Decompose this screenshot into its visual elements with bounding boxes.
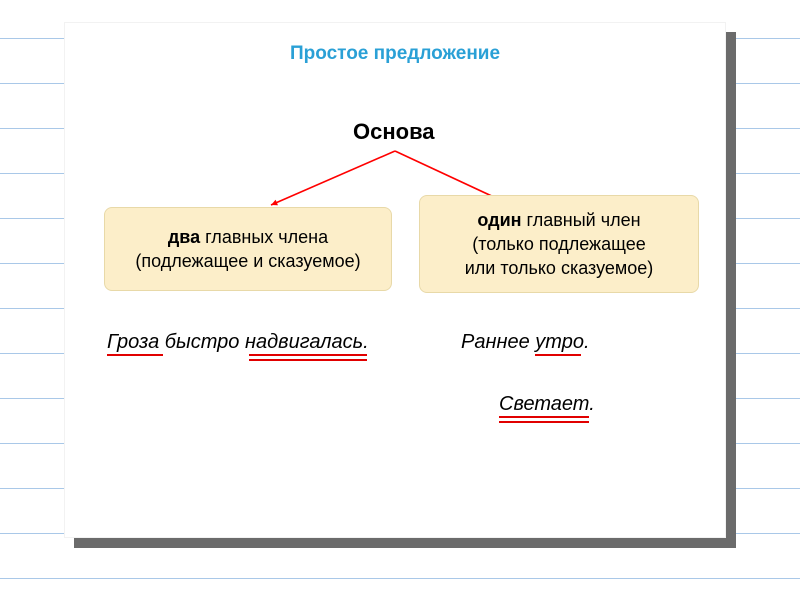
example-2-underline (461, 331, 781, 371)
left-box-bold: два (168, 227, 200, 247)
diagram-card: Простое предложение Основа два главных ч… (64, 22, 726, 538)
left-box-line2: (подлежащее и сказуемое) (135, 249, 360, 273)
right-box-line3: или только сказуемое) (465, 256, 654, 280)
right-branch-box: один главный член (только подлежащее или… (419, 195, 699, 293)
left-box-rest: главных члена (200, 227, 328, 247)
example-3-underline (499, 393, 800, 433)
right-box-rest: главный член (522, 210, 641, 230)
right-box-bold: один (477, 210, 521, 230)
example-1-underline (107, 331, 427, 371)
right-box-line2: (только подлежащее (472, 232, 645, 256)
left-branch-box: два главных члена (подлежащее и сказуемо… (104, 207, 392, 291)
